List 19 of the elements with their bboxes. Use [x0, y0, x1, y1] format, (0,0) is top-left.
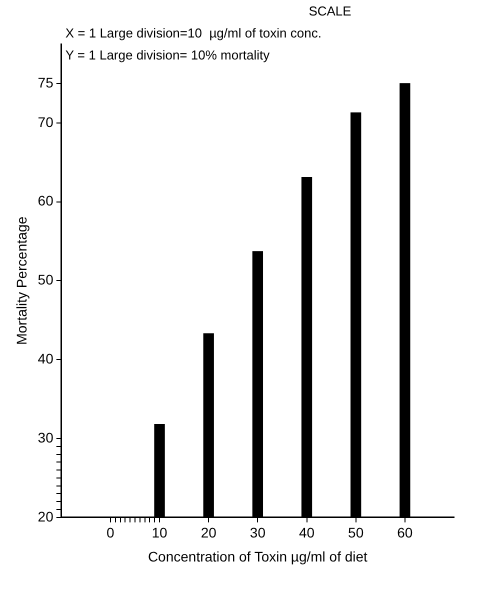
x-tick-label: 20 — [200, 524, 217, 541]
x-tick-label: 50 — [348, 524, 364, 541]
y-tick-label: 20 — [38, 508, 54, 524]
y-tick-label: 40 — [38, 350, 54, 366]
x-tick-label: 0 — [106, 524, 115, 541]
x-tick-label: 60 — [397, 524, 413, 541]
x-axis-title: Concentration of Toxin µg/ml of diet — [148, 548, 368, 564]
annotation: Y = 1 Large division= 10% mortality — [65, 48, 270, 63]
x-tick-label: 10 — [152, 524, 168, 541]
y-tick-label: 70 — [38, 114, 54, 130]
y-tick-label: 60 — [38, 192, 54, 209]
x-tick-label: 30 — [250, 524, 266, 541]
y-tick-label: 50 — [38, 272, 54, 288]
x-tick-label: 40 — [298, 524, 315, 541]
text: SCALE — [308, 4, 352, 19]
text: X = 1 Large division=10 µg/ml of toxin conc. — [65, 26, 322, 41]
y-tick-label: 75 — [38, 74, 54, 90]
y-axis-title: Mortality Percentage — [13, 216, 30, 345]
y-tick-label: 30 — [38, 429, 54, 446]
